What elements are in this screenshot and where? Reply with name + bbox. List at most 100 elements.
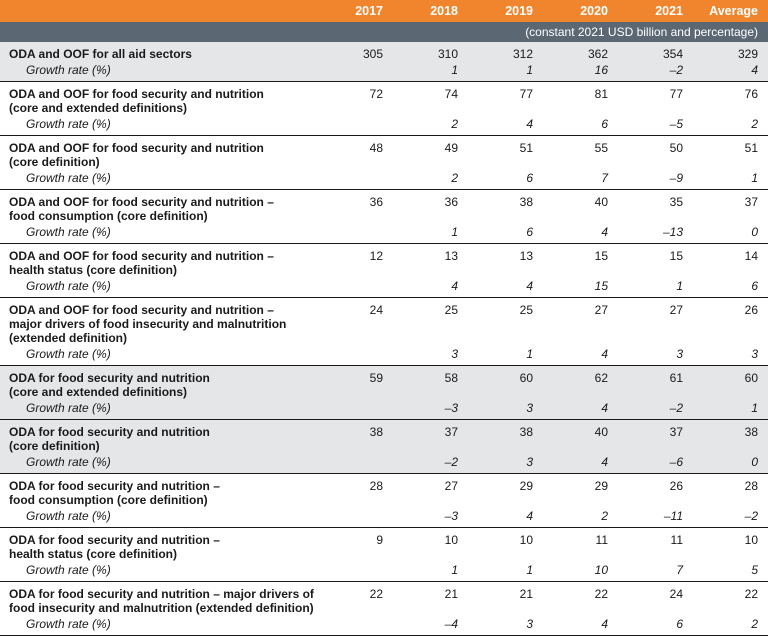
growth-cell: 1	[526, 563, 533, 577]
row-label: ODA and OOF for food security and nutrit…	[9, 249, 274, 277]
value-cell: 36	[444, 195, 458, 209]
table-row-group: ODA for food security and nutrition – he…	[0, 528, 768, 582]
growth-cell	[318, 508, 393, 528]
growth-cell: 1	[468, 62, 543, 82]
growth-cell: 16	[543, 62, 618, 82]
growth-label: Growth rate (%)	[26, 347, 111, 361]
value-cell: 77	[519, 87, 533, 101]
value-cell: 362	[543, 42, 618, 62]
growth-row: Growth rate (%) –2 3 4 –6 0	[0, 454, 768, 474]
growth-row: Growth rate (%) –3 3 4 –2 1	[0, 400, 768, 420]
value-cell: 22	[744, 587, 758, 601]
table-row: ODA and OOF for food security and nutrit…	[0, 136, 768, 171]
row-label: ODA for food security and nutrition – fo…	[9, 479, 220, 507]
value-cell: 81	[594, 87, 608, 101]
value-cell: 24	[669, 587, 683, 601]
growth-cell: 1	[526, 347, 533, 361]
growth-label: Growth rate (%)	[26, 617, 111, 631]
table-row-group: ODA and OOF for food security and nutrit…	[0, 190, 768, 244]
growth-cell: 4	[543, 400, 618, 420]
value-cell: 27	[669, 303, 683, 317]
value-cell: 37	[618, 419, 693, 454]
value-cell: 10	[444, 533, 458, 547]
row-label: ODA and OOF for all aid sectors	[0, 42, 318, 62]
table-row: ODA for food security and nutrition – ma…	[0, 582, 768, 617]
value-cell: 35	[669, 195, 683, 209]
table-row: ODA for food security and nutrition – he…	[0, 528, 768, 563]
value-cell: 37	[393, 419, 468, 454]
value-cell: 27	[444, 479, 458, 493]
growth-cell: –13	[662, 225, 683, 239]
growth-cell: 6	[526, 171, 533, 185]
value-cell: 60	[693, 365, 768, 400]
growth-cell: 7	[601, 171, 608, 185]
growth-label: Growth rate (%)	[26, 171, 111, 185]
growth-cell: 2	[601, 509, 608, 523]
growth-cell: 7	[676, 563, 683, 577]
value-cell: 11	[670, 533, 683, 547]
value-cell: 15	[594, 249, 608, 263]
growth-row: Growth rate (%) 1 6 4 –13 0	[0, 224, 768, 244]
growth-label: Growth rate (%)	[26, 509, 111, 523]
value-cell: 51	[519, 141, 533, 155]
header-year-2017: 2017	[318, 0, 393, 22]
value-cell: 37	[744, 195, 758, 209]
growth-cell: –2	[618, 62, 693, 82]
value-cell: 72	[369, 87, 383, 101]
value-cell: 38	[468, 419, 543, 454]
growth-label: Growth rate (%)	[26, 279, 111, 293]
value-cell: 354	[618, 42, 693, 62]
growth-cell: 0	[751, 225, 758, 239]
value-cell: 50	[669, 141, 683, 155]
value-cell: 76	[744, 87, 758, 101]
growth-cell	[318, 400, 393, 420]
value-cell: 310	[393, 42, 468, 62]
value-cell: 29	[519, 479, 533, 493]
table-row: ODA for food security and nutrition (cor…	[0, 419, 768, 454]
table-row: ODA and OOF for food security and nutrit…	[0, 244, 768, 279]
growth-row: Growth rate (%) 2 6 7 –9 1	[0, 170, 768, 190]
growth-label: Growth rate (%)	[0, 62, 318, 82]
value-cell: 22	[369, 587, 383, 601]
table-row: ODA and OOF for food security and nutrit…	[0, 82, 768, 117]
table-row-group: ODA and OOF for food security and nutrit…	[0, 82, 768, 136]
value-cell: 21	[519, 587, 533, 601]
table-row-group: ODA and OOF for food security and nutrit…	[0, 244, 768, 298]
growth-cell: –3	[393, 400, 468, 420]
growth-cell	[318, 278, 393, 298]
value-cell: 9	[376, 533, 383, 547]
growth-cell: –5	[669, 117, 683, 131]
growth-cell	[318, 562, 393, 582]
row-label: ODA for food security and nutrition (cor…	[0, 365, 318, 400]
value-cell: 329	[693, 42, 768, 62]
growth-cell	[318, 346, 393, 366]
value-cell: 22	[594, 587, 608, 601]
growth-cell: 1	[751, 171, 758, 185]
value-cell: 305	[318, 42, 393, 62]
growth-cell: 6	[526, 225, 533, 239]
value-cell: 48	[369, 141, 383, 155]
growth-cell: 1	[451, 225, 458, 239]
growth-cell: 1	[393, 62, 468, 82]
growth-cell: 2	[751, 117, 758, 131]
growth-cell	[318, 454, 393, 474]
value-cell: 24	[369, 303, 383, 317]
value-cell: 12	[369, 249, 383, 263]
growth-cell: 6	[601, 117, 608, 131]
value-cell: 27	[594, 303, 608, 317]
growth-cell: 4	[601, 617, 608, 631]
row-label: ODA and OOF for food security and nutrit…	[9, 141, 264, 169]
value-cell: 61	[618, 365, 693, 400]
table-row-group: ODA for food security and nutrition – fo…	[0, 474, 768, 528]
value-cell: 60	[468, 365, 543, 400]
growth-cell: 4	[526, 279, 533, 293]
growth-label: Growth rate (%)	[26, 563, 111, 577]
value-cell: 26	[669, 479, 683, 493]
growth-cell	[318, 62, 393, 82]
growth-cell: 1	[451, 563, 458, 577]
growth-label: Growth rate (%)	[26, 225, 111, 239]
value-cell: 29	[594, 479, 608, 493]
row-label: ODA and OOF for food security and nutrit…	[9, 87, 264, 115]
value-cell: 14	[744, 249, 758, 263]
growth-row: Growth rate (%) 2 4 6 –5 2	[0, 116, 768, 136]
